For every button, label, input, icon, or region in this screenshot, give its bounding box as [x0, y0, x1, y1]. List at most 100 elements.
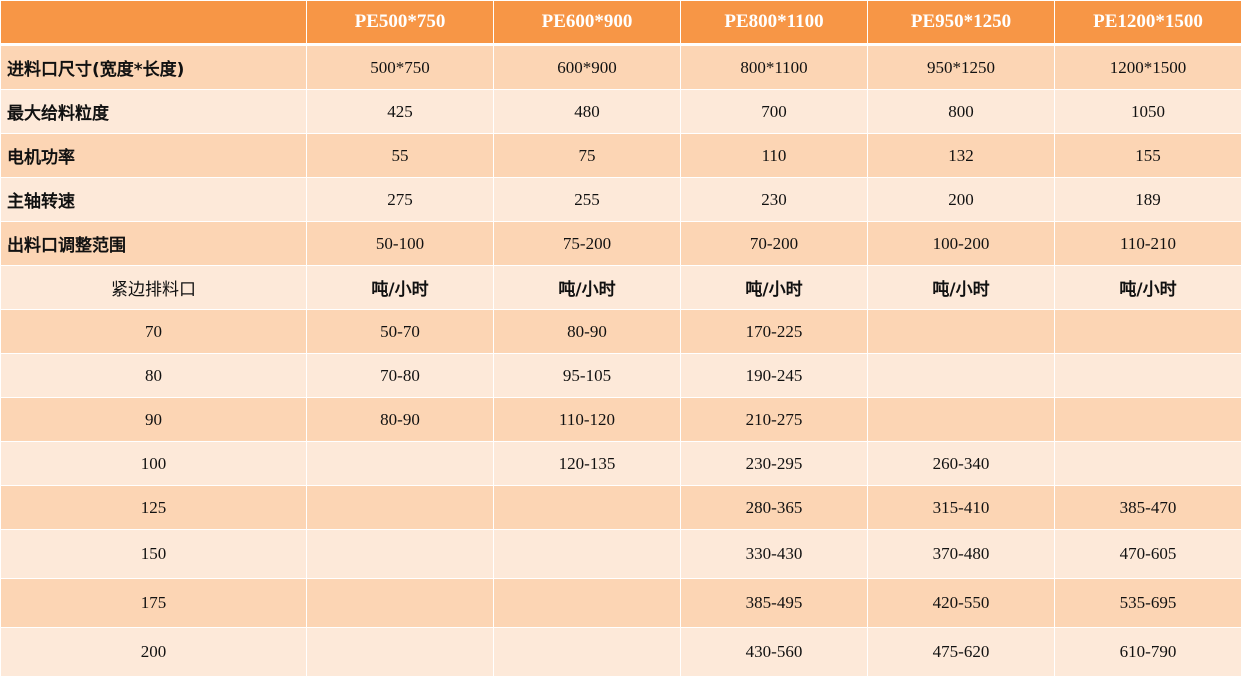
- capacity-row: 175 385-495 420-550 535-695: [0, 578, 1242, 628]
- capacity-header-row: 紧边排料口 吨/小时 吨/小时 吨/小时 吨/小时 吨/小时: [0, 265, 1242, 310]
- table-cell: 80-90: [306, 397, 494, 442]
- table-cell: 75: [493, 133, 681, 178]
- table-cell: [306, 578, 494, 628]
- table-cell: 吨/小时: [867, 265, 1055, 310]
- table-cell: 470-605: [1054, 529, 1242, 579]
- capacity-row: 90 80-90 110-120 210-275: [0, 397, 1242, 442]
- table-cell: 70-200: [680, 221, 868, 266]
- spec-row: 最大给料粒度 425 480 700 800 1050: [0, 89, 1242, 134]
- table-cell: [493, 529, 681, 579]
- row-label: 紧边排料口: [0, 265, 307, 310]
- table-cell: 230: [680, 177, 868, 222]
- table-cell: 吨/小时: [680, 265, 868, 310]
- spec-row: 进料口尺寸(宽度*长度) 500*750 600*900 800*1100 950*12…: [0, 44, 1242, 90]
- table-cell: 430-560: [680, 627, 868, 677]
- table-cell: 385-470: [1054, 485, 1242, 530]
- table-cell: [306, 485, 494, 530]
- table-cell: 200: [867, 177, 1055, 222]
- table-cell: 480: [493, 89, 681, 134]
- row-label: 70: [0, 309, 307, 354]
- spec-row: 主轴转速 275 255 230 200 189: [0, 177, 1242, 222]
- table-cell: 610-790: [1054, 627, 1242, 677]
- table-cell: 110-210: [1054, 221, 1242, 266]
- table-cell: [306, 529, 494, 579]
- table-cell: 55: [306, 133, 494, 178]
- table-cell: 275: [306, 177, 494, 222]
- header-model: PE1200*1500: [1054, 0, 1242, 46]
- row-label: 主轴转速: [0, 177, 307, 222]
- spec-row: 电机功率 55 75 110 132 155: [0, 133, 1242, 178]
- table-cell: 吨/小时: [493, 265, 681, 310]
- table-cell: [493, 485, 681, 530]
- row-label: 175: [0, 578, 307, 628]
- table-cell: 475-620: [867, 627, 1055, 677]
- table-cell: 50-70: [306, 309, 494, 354]
- table-cell: 吨/小时: [306, 265, 494, 310]
- table-cell: [1054, 397, 1242, 442]
- row-label: 100: [0, 441, 307, 486]
- table-cell: 100-200: [867, 221, 1055, 266]
- table-cell: 80-90: [493, 309, 681, 354]
- table-cell: 189: [1054, 177, 1242, 222]
- capacity-row: 200 430-560 475-620 610-790: [0, 627, 1242, 677]
- table-cell: 170-225: [680, 309, 868, 354]
- capacity-row: 70 50-70 80-90 170-225: [0, 309, 1242, 354]
- capacity-row: 150 330-430 370-480 470-605: [0, 529, 1242, 579]
- table-cell: 800: [867, 89, 1055, 134]
- table-cell: 70-80: [306, 353, 494, 398]
- table-cell: 1050: [1054, 89, 1242, 134]
- capacity-row: 125 280-365 315-410 385-470: [0, 485, 1242, 530]
- table-cell: [1054, 441, 1242, 486]
- table-cell: 420-550: [867, 578, 1055, 628]
- header-model: PE950*1250: [867, 0, 1055, 46]
- table-cell: 260-340: [867, 441, 1055, 486]
- capacity-row: 80 70-80 95-105 190-245: [0, 353, 1242, 398]
- table-cell: 95-105: [493, 353, 681, 398]
- header-row: PE500*750 PE600*900 PE800*1100 PE950*1250 PE…: [0, 0, 1242, 46]
- table-cell: [1054, 353, 1242, 398]
- table-cell: 330-430: [680, 529, 868, 579]
- header-model: PE500*750: [306, 0, 494, 46]
- table-cell: 132: [867, 133, 1055, 178]
- row-label: 200: [0, 627, 307, 677]
- table-cell: [306, 441, 494, 486]
- table-cell: 120-135: [493, 441, 681, 486]
- table-cell: 50-100: [306, 221, 494, 266]
- table-cell: 950*1250: [867, 44, 1055, 90]
- table-cell: 110: [680, 133, 868, 178]
- table-cell: 1200*1500: [1054, 44, 1242, 90]
- row-label: 80: [0, 353, 307, 398]
- table-cell: 255: [493, 177, 681, 222]
- capacity-row: 100 120-135 230-295 260-340: [0, 441, 1242, 486]
- row-label: 电机功率: [0, 133, 307, 178]
- row-label: 125: [0, 485, 307, 530]
- table-cell: 75-200: [493, 221, 681, 266]
- row-label: 90: [0, 397, 307, 442]
- table-cell: 425: [306, 89, 494, 134]
- table-cell: [1054, 309, 1242, 354]
- table-cell: 385-495: [680, 578, 868, 628]
- table-cell: [867, 397, 1055, 442]
- header-model: PE800*1100: [680, 0, 868, 46]
- header-corner: [0, 0, 307, 46]
- table-cell: 210-275: [680, 397, 868, 442]
- table-cell: 吨/小时: [1054, 265, 1242, 310]
- table-cell: [867, 309, 1055, 354]
- row-label: 出料口调整范围: [0, 221, 307, 266]
- table-cell: 600*900: [493, 44, 681, 90]
- table-cell: 315-410: [867, 485, 1055, 530]
- table-cell: [493, 627, 681, 677]
- table-cell: [867, 353, 1055, 398]
- table-cell: 800*1100: [680, 44, 868, 90]
- row-label: 最大给料粒度: [0, 89, 307, 134]
- row-label: 进料口尺寸(宽度*长度): [0, 44, 307, 90]
- table-cell: [306, 627, 494, 677]
- table-cell: 535-695: [1054, 578, 1242, 628]
- table-cell: 110-120: [493, 397, 681, 442]
- table-cell: 700: [680, 89, 868, 134]
- table-cell: 155: [1054, 133, 1242, 178]
- spec-row: 出料口调整范围 50-100 75-200 70-200 100-200 110-210: [0, 221, 1242, 266]
- table-cell: 370-480: [867, 529, 1055, 579]
- table-cell: 280-365: [680, 485, 868, 530]
